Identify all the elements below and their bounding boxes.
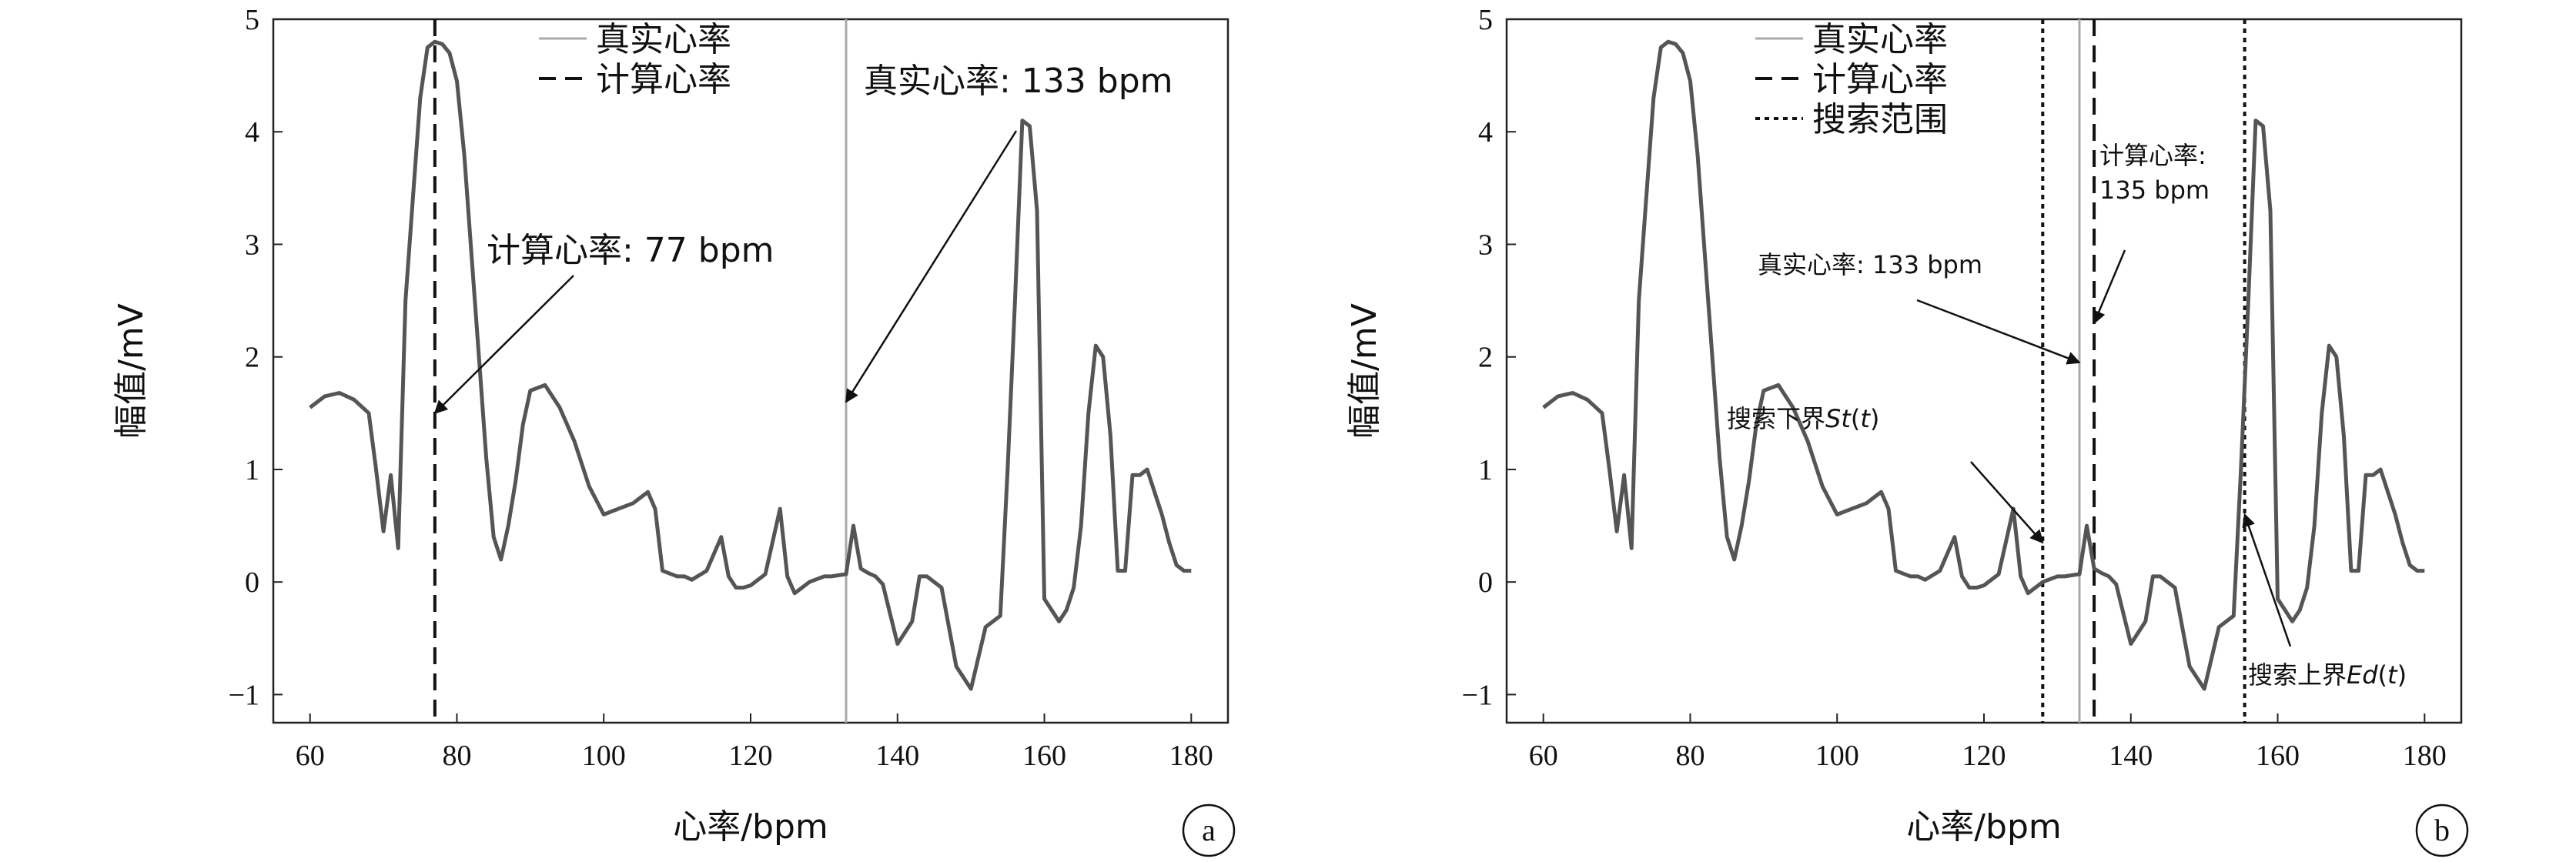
series-line (309, 39, 1192, 691)
annotation-label: 真实心率: 133 bpm (1758, 250, 1982, 279)
y-tick-label: 0 (245, 566, 259, 599)
chart-panel-a: 60 80 100 120 140 160 180 −1 0 1 2 3 4 5 心率/bpm 幅值/mV 真实… (112, 4, 1236, 857)
x-tick-label: 60 (296, 740, 325, 772)
x-tick-label: 60 (1529, 740, 1558, 772)
legend-label: 真实心率 (1812, 20, 1948, 59)
y-tick-label: 3 (245, 229, 259, 261)
legend-label: 计算心率 (1812, 60, 1948, 99)
y-tick-label: 0 (1478, 566, 1493, 599)
annotation-arrow (2242, 513, 2292, 647)
y-tick-label: −1 (1462, 679, 1493, 711)
y-tick-label: 5 (1478, 4, 1493, 36)
y-tick-label: 3 (1478, 229, 1493, 261)
y-tick-label: 4 (1478, 116, 1493, 149)
x-tick-label: 180 (2403, 740, 2447, 772)
y-tick-label: 1 (1478, 454, 1493, 486)
y-tick-label: 5 (245, 4, 259, 36)
annotation-arrow (1970, 461, 2044, 544)
x-tick-label: 160 (1022, 740, 1066, 772)
x-tick-label: 120 (729, 740, 773, 772)
annotation-label: 计算心率: 77 bpm (487, 231, 774, 270)
annotation-label: 搜索上界Ed(t) (2248, 660, 2407, 690)
x-tick-label: 80 (1675, 740, 1705, 772)
chart-panel-b: 60 80 100 120 140 160 180 −1 0 1 2 3 4 5 心率/bpm 幅值/mV 真实… (1345, 4, 2469, 857)
annotation-label-line2: 135 bpm (2099, 175, 2210, 205)
annotation-arrow (1916, 299, 2081, 365)
x-tick-label: 160 (2256, 740, 2300, 772)
x-tick-label: 140 (2109, 740, 2153, 772)
annotation-arrow (845, 130, 1018, 403)
x-tick-label: 100 (582, 740, 626, 772)
y-tick-label: 1 (245, 454, 259, 486)
y-tick-label: 2 (245, 342, 259, 374)
y-tick-label: −1 (229, 679, 259, 711)
x-tick-label: 80 (442, 740, 471, 772)
panel-label-circle (1182, 804, 1236, 857)
annotation-arrow (433, 275, 574, 415)
x-tick-label: 140 (875, 740, 919, 772)
y-axis-title: 幅值/mV (1345, 303, 1384, 439)
x-axis-title: 心率/bpm (1906, 807, 2062, 847)
panel-label-circle (2415, 804, 2469, 857)
annotation-label: 计算心率: (2099, 141, 2206, 170)
annotation-label: 真实心率: 133 bpm (864, 62, 1173, 101)
x-tick-label: 180 (1169, 740, 1213, 772)
panel-label: a (1202, 813, 1216, 847)
x-tick-label: 120 (1962, 740, 2006, 772)
x-tick-label: 100 (1815, 740, 1859, 772)
panel-label: b (2434, 813, 2450, 847)
y-tick-label: 2 (1478, 342, 1493, 374)
legend-label: 计算心率 (596, 60, 731, 99)
annotation-label: 搜索下界St(t) (1727, 404, 1879, 433)
legend-label: 搜索范围 (1812, 100, 1948, 139)
legend-label: 真实心率 (596, 20, 731, 59)
x-axis-title: 心率/bpm (673, 807, 828, 847)
series-line (1542, 39, 2425, 691)
annotation-arrow (2093, 249, 2126, 325)
y-axis-title: 幅值/mV (112, 303, 151, 439)
y-tick-label: 4 (245, 116, 259, 149)
